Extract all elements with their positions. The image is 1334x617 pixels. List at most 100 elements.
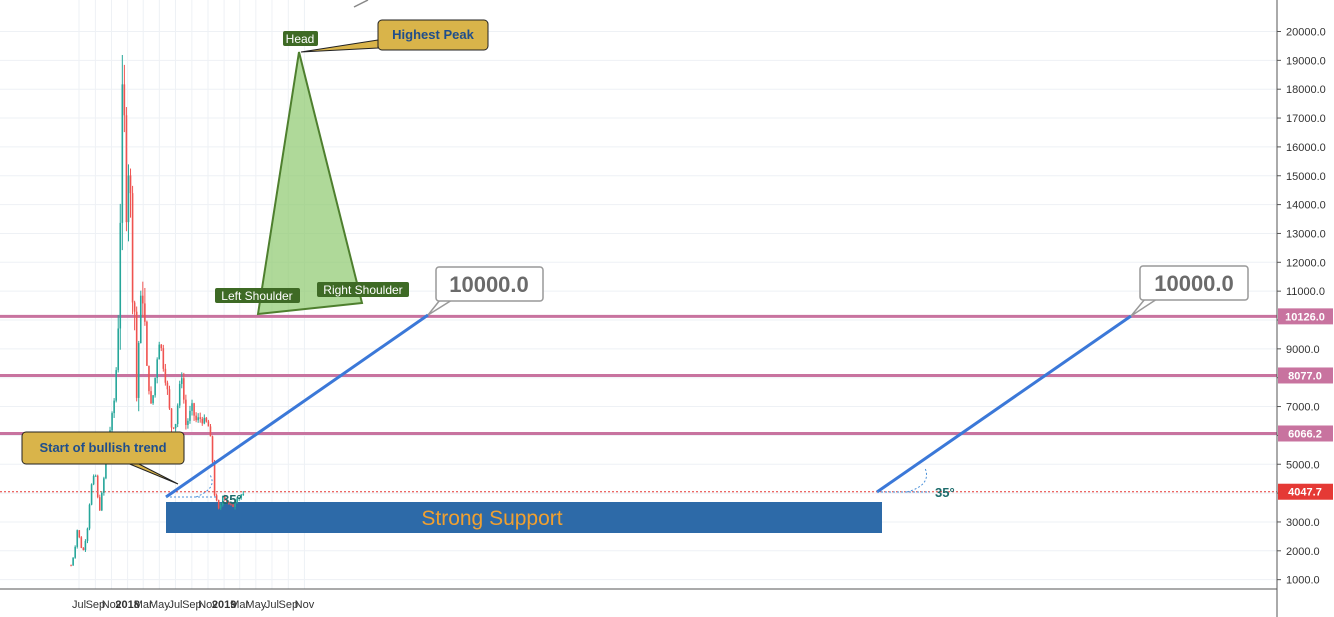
candle-up xyxy=(119,222,122,329)
svg-text:10000.0: 10000.0 xyxy=(1154,271,1234,296)
candle-down xyxy=(150,391,152,404)
candle-down xyxy=(195,415,197,421)
candle-up xyxy=(242,493,245,495)
candle-down xyxy=(135,311,138,398)
x-tick-label: 2019 xyxy=(212,599,236,611)
angle-label-1: 35° xyxy=(222,492,242,507)
candle-up xyxy=(137,343,140,398)
candle-up xyxy=(197,417,199,421)
candle-up xyxy=(240,494,243,498)
x-tick-label: May xyxy=(149,599,170,611)
candle-down xyxy=(228,502,230,504)
candle-up xyxy=(127,175,130,223)
y-tick-label: 13000.0 xyxy=(1286,228,1326,240)
candle-down xyxy=(148,365,150,392)
candle-up xyxy=(238,497,240,499)
candle-up xyxy=(105,457,107,479)
price-tag-label: 8077.0 xyxy=(1288,370,1322,382)
candle-up xyxy=(76,530,79,547)
trend-line-1 xyxy=(165,313,429,499)
candle-up xyxy=(72,557,74,566)
target-callout-1: 10000.0 xyxy=(427,266,544,316)
candle-down xyxy=(215,495,218,501)
x-tick-label: Mar xyxy=(134,599,153,611)
x-tick-label: Nov xyxy=(198,599,218,611)
x-tick-label: Jul xyxy=(265,599,279,611)
candle-down xyxy=(217,500,220,509)
price-tag-label: 10126.0 xyxy=(1285,311,1325,323)
angle-arc-1 xyxy=(195,474,213,498)
candle-down xyxy=(226,499,228,503)
candle-down xyxy=(125,115,128,223)
candle-up xyxy=(158,344,161,360)
x-tick-label: Jul xyxy=(168,599,182,611)
candle-up xyxy=(111,413,113,431)
candle-down xyxy=(224,496,226,500)
x-tick-label: Sep xyxy=(182,599,202,611)
candle-up xyxy=(121,84,124,223)
candle-down xyxy=(201,418,204,424)
x-tick-label: Jul xyxy=(72,599,86,611)
candle-up xyxy=(115,370,117,401)
candle-down xyxy=(78,530,81,538)
y-tick-label: 9000.0 xyxy=(1286,344,1320,356)
candle-down xyxy=(144,303,146,322)
candle-down xyxy=(207,421,210,427)
candle-up xyxy=(117,328,120,371)
candle-down xyxy=(199,417,202,419)
candle-down xyxy=(98,497,101,511)
x-tick-label: Nov xyxy=(102,599,122,611)
candle-up xyxy=(180,378,183,384)
y-tick-label: 14000.0 xyxy=(1286,200,1326,212)
svg-text:Head: Head xyxy=(286,32,315,46)
candle-down xyxy=(172,427,175,429)
candle-down xyxy=(183,378,185,400)
candle-up xyxy=(94,475,97,477)
candle-up xyxy=(234,502,236,507)
x-tick-label: Sep xyxy=(86,599,106,611)
highest-peak-callout: Highest Peak xyxy=(300,19,489,53)
price-axis: 1000.02000.03000.04000.05000.06000.07000… xyxy=(1277,27,1326,587)
x-tick-label: May xyxy=(245,599,266,611)
price-tag-bg xyxy=(1278,483,1333,500)
y-tick-label: 11000.0 xyxy=(1286,286,1325,298)
right-shoulder-tag: Right Shoulder xyxy=(317,282,409,297)
y-tick-label: 5000.0 xyxy=(1286,459,1320,471)
candle-down xyxy=(129,175,132,194)
candle-up xyxy=(174,424,177,429)
y-tick-label: 1000.0 xyxy=(1286,575,1320,587)
y-tick-label: 7000.0 xyxy=(1286,402,1320,414)
svg-text:10000.0: 10000.0 xyxy=(449,272,529,297)
bullish-trend-callout: Start of bullish trend xyxy=(21,431,185,485)
y-tick-label: 15000.0 xyxy=(1286,171,1326,183)
candle-down xyxy=(232,504,234,507)
candle-down xyxy=(142,295,144,304)
candle-down xyxy=(166,382,169,390)
candle-down xyxy=(213,462,216,496)
candle-down xyxy=(123,84,126,116)
candle-up xyxy=(203,417,206,424)
candle-down xyxy=(205,417,208,422)
candle-down xyxy=(168,389,171,409)
candle-down xyxy=(185,399,187,425)
svg-text:Left Shoulder: Left Shoulder xyxy=(221,289,292,303)
angle-label-2: 35° xyxy=(935,485,955,500)
y-tick-label: 12000.0 xyxy=(1286,257,1326,269)
candle-up xyxy=(113,400,115,414)
candle-down xyxy=(146,321,148,366)
x-tick-label: 2018 xyxy=(115,599,139,611)
head-shoulder-triangle xyxy=(256,51,364,316)
price-tag-bg xyxy=(1278,367,1333,384)
candle-up xyxy=(236,498,238,503)
target-callout-2: 10000.0 xyxy=(1130,265,1249,317)
candle-down xyxy=(133,302,136,312)
candle-up xyxy=(189,410,191,421)
x-tick-label: Sep xyxy=(279,599,299,611)
trend-line-2 xyxy=(876,314,1132,494)
candle-down xyxy=(70,565,72,567)
candle-up xyxy=(152,395,154,404)
y-tick-label: 16000.0 xyxy=(1286,142,1326,154)
y-tick-label: 3000.0 xyxy=(1286,517,1320,529)
svg-text:Start of bullish trend: Start of bullish trend xyxy=(39,440,166,455)
